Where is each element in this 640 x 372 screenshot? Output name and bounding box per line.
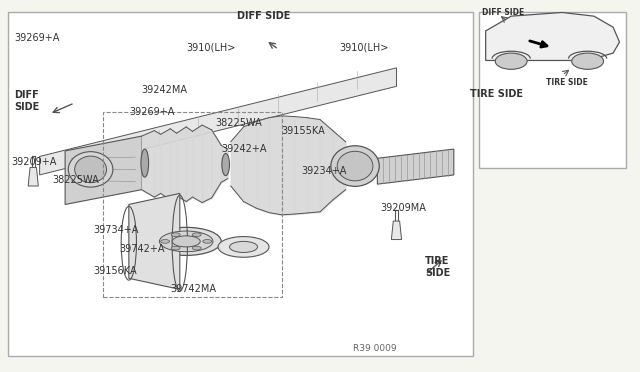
- Ellipse shape: [572, 53, 604, 69]
- Text: DIFF
SIDE: DIFF SIDE: [14, 90, 40, 112]
- Text: 39269+A: 39269+A: [129, 107, 174, 117]
- Text: TIRE SIDE: TIRE SIDE: [470, 89, 523, 99]
- Ellipse shape: [172, 233, 180, 237]
- Text: TIRE
SIDE: TIRE SIDE: [425, 256, 451, 278]
- Ellipse shape: [331, 146, 380, 186]
- Ellipse shape: [337, 151, 373, 181]
- Ellipse shape: [203, 240, 212, 243]
- Text: 39234+A: 39234+A: [301, 166, 346, 176]
- Text: TIRE SIDE: TIRE SIDE: [546, 78, 588, 87]
- Text: 3910(LH>: 3910(LH>: [186, 42, 236, 52]
- Text: 39242MA: 39242MA: [141, 85, 188, 95]
- Polygon shape: [65, 136, 141, 205]
- Text: 38225WA: 38225WA: [215, 118, 262, 128]
- Text: 3910(LH>: 3910(LH>: [339, 42, 388, 52]
- Text: DIFF SIDE: DIFF SIDE: [483, 8, 525, 17]
- Ellipse shape: [172, 236, 200, 247]
- Text: 38225WA: 38225WA: [52, 176, 99, 186]
- Ellipse shape: [495, 53, 527, 69]
- Ellipse shape: [172, 246, 180, 250]
- Ellipse shape: [192, 233, 201, 237]
- Text: 39209MA: 39209MA: [381, 203, 426, 213]
- Ellipse shape: [230, 241, 257, 253]
- Polygon shape: [378, 149, 454, 184]
- Text: 39156KA: 39156KA: [94, 266, 138, 276]
- Ellipse shape: [218, 237, 269, 257]
- Ellipse shape: [151, 227, 221, 256]
- Text: 39269+A: 39269+A: [14, 33, 60, 43]
- Text: 39155KA: 39155KA: [282, 126, 326, 136]
- Ellipse shape: [222, 154, 230, 176]
- Polygon shape: [392, 221, 401, 240]
- Polygon shape: [40, 68, 396, 175]
- Ellipse shape: [68, 152, 113, 187]
- Text: 39734+A: 39734+A: [94, 225, 139, 235]
- Ellipse shape: [75, 156, 106, 183]
- Ellipse shape: [192, 246, 201, 250]
- FancyBboxPatch shape: [8, 13, 473, 356]
- Ellipse shape: [161, 240, 170, 243]
- Text: 39742+A: 39742+A: [119, 244, 164, 254]
- Text: 39209+A: 39209+A: [11, 157, 56, 167]
- Polygon shape: [129, 193, 180, 289]
- Ellipse shape: [159, 231, 213, 252]
- Text: DIFF SIDE: DIFF SIDE: [237, 11, 291, 21]
- Text: 39742MA: 39742MA: [170, 284, 216, 294]
- Text: R39 0009: R39 0009: [353, 344, 396, 353]
- Polygon shape: [486, 13, 620, 61]
- Ellipse shape: [141, 149, 148, 177]
- FancyBboxPatch shape: [479, 13, 626, 167]
- Polygon shape: [28, 167, 38, 186]
- Text: 39242+A: 39242+A: [221, 144, 267, 154]
